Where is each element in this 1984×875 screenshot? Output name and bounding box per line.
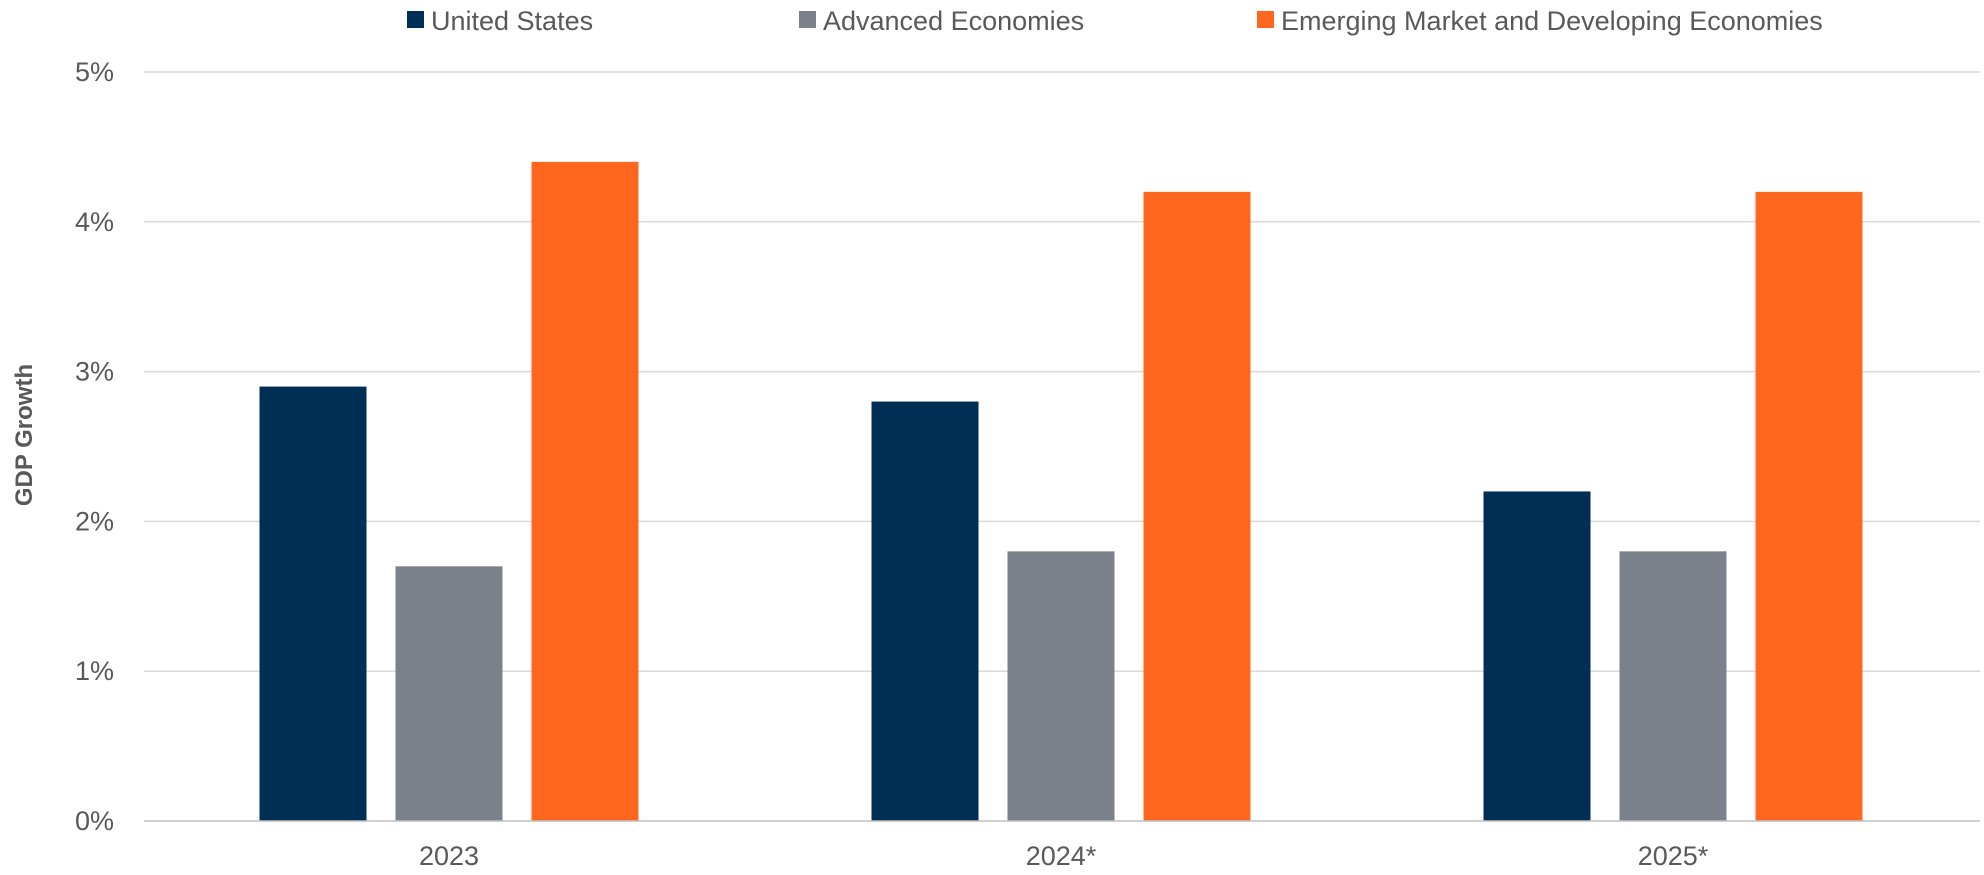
y-tick-label: 2% [75, 506, 114, 536]
chart-legend: United States Advanced Economies Emerging … [407, 6, 1823, 36]
legend-label: Advanced Economies [823, 6, 1084, 36]
y-tick-label: 1% [75, 656, 114, 686]
bar-series [259, 161, 1863, 822]
bar [259, 386, 367, 821]
y-tick-labels: 0% 1% 2% 3% 4% 5% [75, 57, 114, 836]
bar [395, 566, 503, 821]
bar [1007, 551, 1115, 821]
bar [1483, 491, 1591, 821]
bar [871, 401, 979, 821]
bar [1619, 551, 1727, 821]
legend-swatch [799, 11, 816, 28]
y-tick-label: 0% [75, 806, 114, 836]
legend-swatch [1257, 11, 1274, 28]
y-tick-label: 5% [75, 57, 114, 87]
x-category-labels: 2023 2024* 2025* [419, 841, 1709, 871]
y-tick-label: 3% [75, 357, 114, 387]
y-tick-label: 4% [75, 207, 114, 237]
legend-label: United States [431, 6, 593, 36]
bar [1755, 191, 1863, 822]
x-category-label: 2025* [1638, 841, 1709, 871]
legend-swatch [407, 11, 424, 28]
x-category-label: 2023 [419, 841, 479, 871]
y-axis-title: GDP Growth [11, 364, 38, 506]
x-category-label: 2024* [1026, 841, 1097, 871]
bar [1143, 191, 1251, 822]
legend-label: Emerging Market and Developing Economies [1281, 6, 1823, 36]
bar [531, 161, 639, 821]
